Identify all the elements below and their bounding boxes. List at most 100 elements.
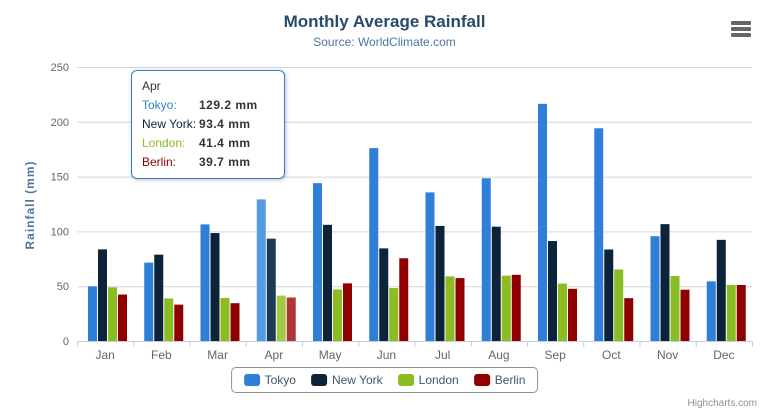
bar-new-york-nov[interactable]	[660, 224, 670, 341]
x-axis-label: Nov	[657, 348, 678, 362]
bar-new-york-jan[interactable]	[98, 249, 107, 341]
bar-tokyo-feb[interactable]	[144, 262, 154, 341]
bar-london-feb[interactable]	[164, 298, 174, 341]
bar-tokyo-jul[interactable]	[425, 192, 435, 341]
bar-berlin-mar[interactable]	[230, 303, 240, 341]
legend: Tokyo New York London Berlin	[230, 367, 539, 393]
x-axis-label: Mar	[207, 348, 228, 362]
bar-new-york-dec[interactable]	[716, 239, 726, 341]
legend-swatch	[243, 374, 260, 386]
bar-berlin-sep[interactable]	[568, 288, 577, 341]
bar-tokyo-mar[interactable]	[200, 224, 210, 341]
hamburger-icon	[731, 27, 751, 31]
tooltip-series-label: New York:	[142, 117, 197, 131]
bar-london-oct[interactable]	[614, 269, 624, 341]
tooltip-row: Tokyo: 129.2 mm	[142, 96, 274, 115]
x-axis-label: Sep	[544, 348, 566, 362]
y-axis-label: 200	[51, 117, 69, 129]
bar-london-sep[interactable]	[558, 283, 567, 341]
tooltip-series-label: London:	[142, 136, 186, 150]
x-axis-label: Jul	[435, 348, 450, 362]
bar-new-york-mar[interactable]	[210, 233, 220, 341]
legend-swatch	[397, 374, 414, 386]
tooltip-row: New York: 93.4 mm	[142, 115, 274, 134]
legend-swatch	[473, 374, 490, 386]
legend-label: Berlin	[494, 373, 526, 387]
x-axis-label: Oct	[602, 348, 621, 362]
tooltip-series-label: Berlin:	[142, 155, 177, 169]
y-axis-label: 150	[51, 172, 69, 184]
bar-london-may[interactable]	[333, 289, 342, 341]
legend-swatch	[310, 374, 327, 386]
bar-tokyo-dec[interactable]	[706, 281, 716, 341]
x-axis-label: Jun	[377, 348, 396, 362]
bar-berlin-dec[interactable]	[736, 284, 746, 341]
bar-berlin-oct[interactable]	[624, 298, 634, 341]
bar-london-mar[interactable]	[220, 297, 230, 341]
bar-new-york-may[interactable]	[323, 224, 332, 341]
tooltip-series-label: Tokyo:	[142, 98, 177, 112]
tooltip-series-value: 93.4 mm	[199, 117, 251, 131]
bar-berlin-feb[interactable]	[174, 304, 184, 341]
x-axis-label: Feb	[151, 348, 172, 362]
y-axis-label: 0	[63, 336, 69, 348]
x-axis-label: Apr	[265, 348, 284, 362]
bar-tokyo-sep[interactable]	[538, 103, 547, 342]
bar-new-york-jul[interactable]	[435, 225, 445, 341]
bar-tokyo-aug[interactable]	[481, 178, 491, 341]
bar-london-dec[interactable]	[726, 284, 736, 341]
chart-title: Monthly Average Rainfall	[283, 12, 486, 31]
bar-berlin-aug[interactable]	[511, 274, 521, 341]
bar-new-york-jun[interactable]	[379, 248, 389, 341]
hamburger-icon	[731, 21, 751, 25]
bar-tokyo-apr[interactable]	[256, 199, 266, 341]
bar-berlin-jul[interactable]	[455, 278, 465, 341]
tooltip-series-value: 41.4 mm	[199, 136, 251, 150]
context-menu-button[interactable]	[731, 21, 751, 37]
bar-new-york-aug[interactable]	[491, 226, 501, 341]
tooltip-series-value: 39.7 mm	[199, 155, 251, 169]
tooltip-row: London: 41.4 mm	[142, 134, 274, 153]
bar-berlin-jun[interactable]	[399, 258, 409, 341]
bar-berlin-apr[interactable]	[286, 297, 296, 341]
bar-london-jan[interactable]	[108, 287, 117, 341]
x-axis-label: Dec	[713, 348, 734, 362]
legend-item-berlin[interactable]: Berlin	[473, 373, 526, 387]
chart-subtitle: Source: WorldClimate.com	[313, 35, 456, 49]
bar-tokyo-oct[interactable]	[594, 128, 604, 341]
credits-link[interactable]: Highcharts.com	[687, 398, 757, 409]
bar-new-york-feb[interactable]	[154, 254, 164, 341]
bar-tokyo-nov[interactable]	[650, 236, 660, 341]
bar-london-jul[interactable]	[445, 276, 455, 341]
bar-tokyo-jun[interactable]	[369, 148, 379, 341]
bar-london-apr[interactable]	[276, 295, 286, 341]
bar-new-york-apr[interactable]	[266, 238, 276, 341]
bar-tokyo-jan[interactable]	[88, 286, 97, 341]
tooltip: Apr Tokyo: 129.2 mm New York: 93.4 mm Lo…	[131, 70, 285, 179]
legend-label: London	[418, 373, 459, 387]
y-axis-label: 50	[57, 281, 69, 293]
legend-label: New York	[331, 373, 383, 387]
bar-new-york-oct[interactable]	[604, 249, 614, 341]
y-axis-label: 250	[51, 62, 69, 74]
legend-item-london[interactable]: London	[397, 373, 459, 387]
bar-berlin-nov[interactable]	[680, 289, 690, 341]
legend-item-tokyo[interactable]: Tokyo	[243, 373, 296, 387]
x-axis-label: Jan	[95, 348, 114, 362]
bar-london-jun[interactable]	[389, 288, 399, 341]
x-axis-label: Aug	[488, 348, 509, 362]
bar-new-york-sep[interactable]	[548, 241, 557, 341]
tooltip-row: Berlin: 39.7 mm	[142, 153, 274, 172]
legend-label: Tokyo	[264, 373, 296, 387]
x-axis-label: May	[319, 348, 342, 362]
tooltip-header: Apr	[142, 79, 161, 93]
hamburger-icon	[731, 33, 751, 37]
bar-tokyo-may[interactable]	[313, 183, 322, 341]
bar-berlin-may[interactable]	[343, 283, 352, 341]
legend-item-new-york[interactable]: New York	[310, 373, 383, 387]
bar-london-nov[interactable]	[670, 276, 680, 341]
bar-berlin-jan[interactable]	[118, 294, 127, 341]
bar-london-aug[interactable]	[501, 275, 511, 341]
